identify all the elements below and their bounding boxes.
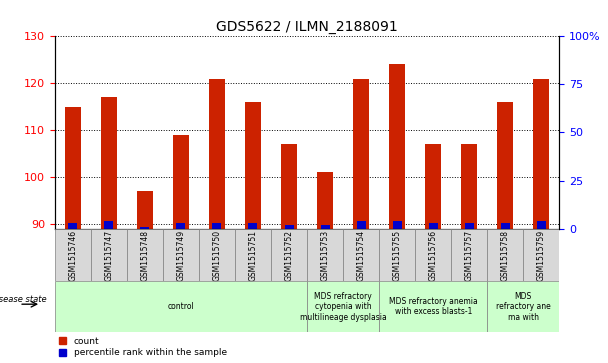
Bar	[281, 144, 297, 229]
Bar	[317, 172, 333, 229]
Text: MDS refractory
cytopenia with
multilineage dysplasia: MDS refractory cytopenia with multilinea…	[300, 292, 387, 322]
Text: GSM1515754: GSM1515754	[357, 229, 365, 281]
Bar	[320, 225, 330, 229]
Text: GSM1515749: GSM1515749	[176, 229, 185, 281]
FancyBboxPatch shape	[55, 281, 307, 332]
Bar	[140, 227, 150, 229]
Text: GSM1515747: GSM1515747	[105, 229, 113, 281]
FancyBboxPatch shape	[379, 229, 415, 281]
Text: GSM1515753: GSM1515753	[320, 229, 330, 281]
Bar	[173, 135, 189, 229]
FancyBboxPatch shape	[379, 281, 487, 332]
Text: GSM1515757: GSM1515757	[465, 229, 474, 281]
FancyBboxPatch shape	[415, 229, 451, 281]
Bar	[357, 221, 365, 229]
Bar	[101, 97, 117, 229]
Bar	[465, 223, 474, 229]
Text: GSM1515748: GSM1515748	[140, 229, 150, 281]
Legend: count, percentile rank within the sample: count, percentile rank within the sample	[59, 337, 227, 357]
Bar	[245, 102, 261, 229]
Text: GSM1515746: GSM1515746	[68, 229, 77, 281]
Bar	[64, 107, 81, 229]
FancyBboxPatch shape	[343, 229, 379, 281]
Bar	[393, 221, 402, 229]
Bar	[176, 223, 185, 229]
Text: GSM1515759: GSM1515759	[537, 229, 546, 281]
Bar	[429, 223, 438, 229]
FancyBboxPatch shape	[487, 229, 523, 281]
Text: MDS refractory anemia
with excess blasts-1: MDS refractory anemia with excess blasts…	[389, 297, 477, 317]
Text: MDS
refractory ane
ma with: MDS refractory ane ma with	[496, 292, 551, 322]
FancyBboxPatch shape	[307, 229, 343, 281]
Bar	[497, 102, 513, 229]
Text: GSM1515750: GSM1515750	[212, 229, 221, 281]
FancyBboxPatch shape	[127, 229, 163, 281]
Text: GSM1515756: GSM1515756	[429, 229, 438, 281]
Bar	[249, 223, 257, 229]
Text: GSM1515752: GSM1515752	[285, 229, 294, 281]
FancyBboxPatch shape	[55, 229, 91, 281]
FancyBboxPatch shape	[91, 229, 127, 281]
Text: disease state: disease state	[0, 295, 47, 303]
FancyBboxPatch shape	[235, 229, 271, 281]
FancyBboxPatch shape	[307, 281, 379, 332]
FancyBboxPatch shape	[271, 229, 307, 281]
Bar	[533, 78, 550, 229]
Bar	[425, 144, 441, 229]
Text: GSM1515751: GSM1515751	[249, 229, 257, 281]
Text: GSM1515758: GSM1515758	[501, 229, 510, 281]
Bar	[137, 191, 153, 229]
Text: control: control	[168, 302, 194, 311]
FancyBboxPatch shape	[451, 229, 487, 281]
Bar	[209, 78, 225, 229]
Bar	[68, 223, 77, 229]
FancyBboxPatch shape	[199, 229, 235, 281]
FancyBboxPatch shape	[487, 281, 559, 332]
Bar	[389, 65, 406, 229]
Bar	[285, 225, 294, 229]
Title: GDS5622 / ILMN_2188091: GDS5622 / ILMN_2188091	[216, 20, 398, 34]
Text: GSM1515755: GSM1515755	[393, 229, 402, 281]
Bar	[353, 78, 369, 229]
Bar	[461, 144, 477, 229]
Bar	[501, 223, 510, 229]
Bar	[212, 223, 221, 229]
Bar	[537, 221, 546, 229]
FancyBboxPatch shape	[523, 229, 559, 281]
FancyBboxPatch shape	[163, 229, 199, 281]
Bar	[105, 221, 113, 229]
